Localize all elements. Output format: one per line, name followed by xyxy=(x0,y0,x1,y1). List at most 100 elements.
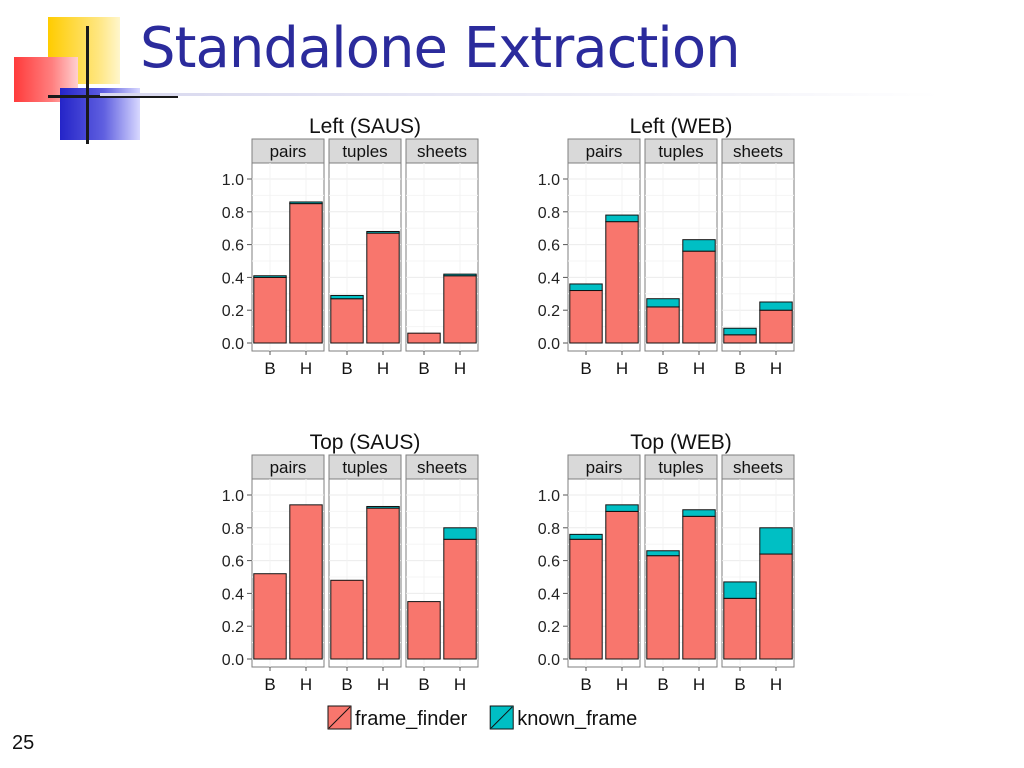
y-tick-label: 0.0 xyxy=(538,652,560,669)
panel-background xyxy=(405,162,479,352)
y-tick-label: 1.0 xyxy=(538,172,560,189)
facet-label: tuples xyxy=(658,458,703,477)
facet-label: sheets xyxy=(733,142,783,161)
bar-frame-finder xyxy=(289,203,323,344)
x-tick-label: H xyxy=(454,359,466,378)
x-tick-label: H xyxy=(377,675,389,694)
x-tick-label: B xyxy=(341,359,352,378)
bar-frame-finder xyxy=(605,510,639,660)
bar-known-frame xyxy=(330,294,364,300)
bar-known-frame xyxy=(682,239,716,252)
bar-frame-finder xyxy=(646,306,680,344)
y-tick-label: 0.6 xyxy=(538,238,560,255)
y-tick-label: 1.0 xyxy=(222,172,244,189)
facet-label: sheets xyxy=(733,458,783,477)
y-tick-label: 0.4 xyxy=(538,586,560,603)
facet-label: sheets xyxy=(417,142,467,161)
x-tick-label: B xyxy=(657,359,668,378)
bar-frame-finder xyxy=(569,290,603,344)
bar-known-frame xyxy=(253,275,287,278)
x-tick-label: H xyxy=(616,359,628,378)
decor-vertical-line xyxy=(86,26,89,144)
y-tick-label: 0.0 xyxy=(538,336,560,353)
facet-strip xyxy=(567,138,641,164)
facet-strip xyxy=(644,454,718,480)
y-tick-label: 0.2 xyxy=(538,619,560,636)
bar-known-frame xyxy=(569,283,603,292)
y-tick-label: 0.4 xyxy=(222,270,244,287)
x-tick-label: B xyxy=(580,359,591,378)
decor-horizontal-line xyxy=(48,95,178,98)
x-tick-label: H xyxy=(300,359,312,378)
y-tick-label: 0.8 xyxy=(538,205,560,222)
facet-label: pairs xyxy=(270,142,307,161)
bar-frame-finder xyxy=(253,276,287,344)
bar-frame-finder xyxy=(682,250,716,344)
facet-label: tuples xyxy=(658,142,703,161)
facet-strip xyxy=(405,138,479,164)
facet-strip xyxy=(644,138,718,164)
facet-label: pairs xyxy=(270,458,307,477)
bar-known-frame xyxy=(723,327,757,336)
facet-strip xyxy=(251,454,325,480)
y-tick-label: 1.0 xyxy=(538,488,560,505)
facet-strip xyxy=(721,454,795,480)
x-tick-label: B xyxy=(418,675,429,694)
bar-known-frame xyxy=(366,230,400,234)
y-tick-label: 0.2 xyxy=(222,303,244,320)
chart-title: Left (SAUS) xyxy=(309,115,421,138)
bar-frame-finder xyxy=(569,538,603,660)
bar-known-frame xyxy=(605,214,639,223)
title-underline xyxy=(100,93,940,96)
bar-frame-finder xyxy=(443,275,477,344)
y-tick-label: 0.4 xyxy=(222,586,244,603)
bar-frame-finder xyxy=(605,221,639,344)
bar-frame-finder xyxy=(366,507,400,660)
facet-label: pairs xyxy=(586,142,623,161)
chart-title: Left (WEB) xyxy=(630,115,733,138)
y-tick-label: 0.0 xyxy=(222,652,244,669)
x-tick-label: B xyxy=(264,359,275,378)
y-tick-label: 0.8 xyxy=(222,205,244,222)
x-tick-label: H xyxy=(377,359,389,378)
facet-label: pairs xyxy=(586,458,623,477)
y-tick-label: 0.8 xyxy=(222,521,244,538)
bar-frame-finder xyxy=(330,298,364,344)
x-tick-label: B xyxy=(734,359,745,378)
facet-strip xyxy=(721,138,795,164)
y-tick-label: 0.4 xyxy=(538,270,560,287)
x-tick-label: B xyxy=(341,675,352,694)
bar-known-frame xyxy=(605,504,639,512)
x-tick-label: H xyxy=(693,675,705,694)
legend-label: frame_finder xyxy=(355,708,468,730)
chart-3: Top (WEB) 0.0 0.2 0.4 0.6 0.8 1.0 pairs B Htuples… xyxy=(538,431,795,694)
legend: frame_finder known_frame xyxy=(327,705,637,730)
chart-0: Left (SAUS) 0.0 0.2 0.4 0.6 0.8 1.0 pairs B Htupl… xyxy=(222,115,479,378)
bar-known-frame xyxy=(646,550,680,557)
bar-frame-finder xyxy=(682,515,716,660)
legend-label: known_frame xyxy=(517,708,637,730)
bar-known-frame xyxy=(443,273,477,277)
bar-frame-finder xyxy=(289,504,323,660)
bar-frame-finder xyxy=(407,601,441,660)
bar-known-frame xyxy=(723,581,757,599)
bar-frame-finder xyxy=(330,579,364,660)
bar-known-frame xyxy=(366,505,400,509)
chart-title: Top (SAUS) xyxy=(310,431,421,454)
facet-strip xyxy=(328,454,402,480)
chart-2: Top (SAUS) 0.0 0.2 0.4 0.6 0.8 1.0 pairs B Htuple… xyxy=(222,431,479,694)
x-tick-label: H xyxy=(616,675,628,694)
facet-label: sheets xyxy=(417,458,467,477)
slide-number: 25 xyxy=(12,732,35,754)
y-tick-label: 0.6 xyxy=(222,554,244,571)
bar-frame-finder xyxy=(443,538,477,660)
y-tick-label: 1.0 xyxy=(222,488,244,505)
bar-frame-finder xyxy=(407,332,441,344)
x-tick-label: B xyxy=(580,675,591,694)
legend-key-slash xyxy=(328,706,351,729)
bar-known-frame xyxy=(443,527,477,540)
bar-known-frame xyxy=(646,298,680,308)
chart-title: Top (WEB) xyxy=(630,431,732,454)
bar-known-frame xyxy=(759,301,793,311)
